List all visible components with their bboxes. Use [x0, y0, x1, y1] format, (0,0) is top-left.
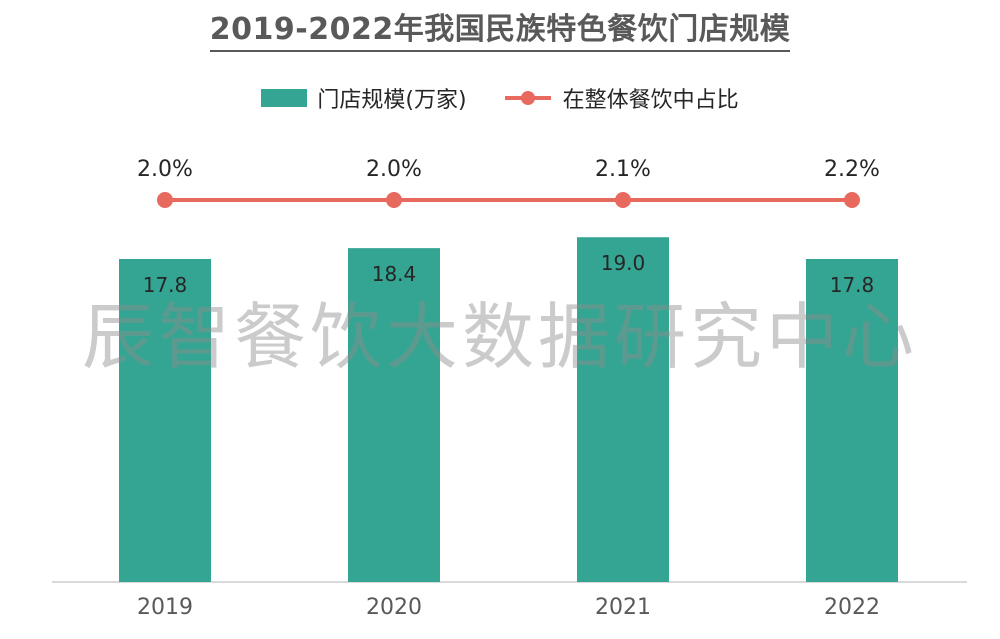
bar-label-2020: 18.4 — [372, 262, 417, 286]
share-point-2019 — [157, 192, 173, 208]
legend-line-label: 在整体餐饮中占比 — [562, 88, 739, 113]
x-tick-2021: 2021 — [595, 595, 651, 620]
bar-label-2019: 17.8 — [143, 273, 188, 297]
bar-label-2021: 19.0 — [601, 251, 646, 275]
share-point-2020 — [386, 192, 402, 208]
legend-bar-swatch — [261, 89, 308, 107]
x-tick-2020: 2020 — [366, 595, 422, 620]
chart-title: 2019-2022年我国民族特色餐饮门店规模 — [0, 4, 1000, 52]
legend: 门店规模(万家) 在整体餐饮中占比 — [0, 82, 1000, 114]
share-label-2019: 2.0% — [137, 157, 193, 182]
share-label-2021: 2.1% — [595, 157, 651, 182]
x-tick-2022: 2022 — [824, 595, 880, 620]
share-point-2021 — [615, 192, 631, 208]
x-tick-2019: 2019 — [137, 595, 193, 620]
bar-2020 — [348, 248, 440, 582]
legend-item-store-count: 门店规模(万家) — [261, 82, 467, 114]
bar-2021 — [577, 237, 669, 582]
legend-bar-label: 门店规模(万家) — [317, 88, 467, 113]
legend-line-swatch — [504, 91, 551, 105]
legend-item-share: 在整体餐饮中占比 — [503, 82, 739, 114]
bar-2022 — [806, 259, 898, 582]
chart-title-text: 2019-2022年我国民族特色餐饮门店规模 — [209, 4, 791, 52]
share-point-2022 — [844, 192, 860, 208]
share-label-2022: 2.2% — [824, 157, 880, 182]
bar-label-2022: 17.8 — [830, 273, 875, 297]
bar-2019 — [119, 259, 211, 582]
share-label-2020: 2.0% — [366, 157, 422, 182]
